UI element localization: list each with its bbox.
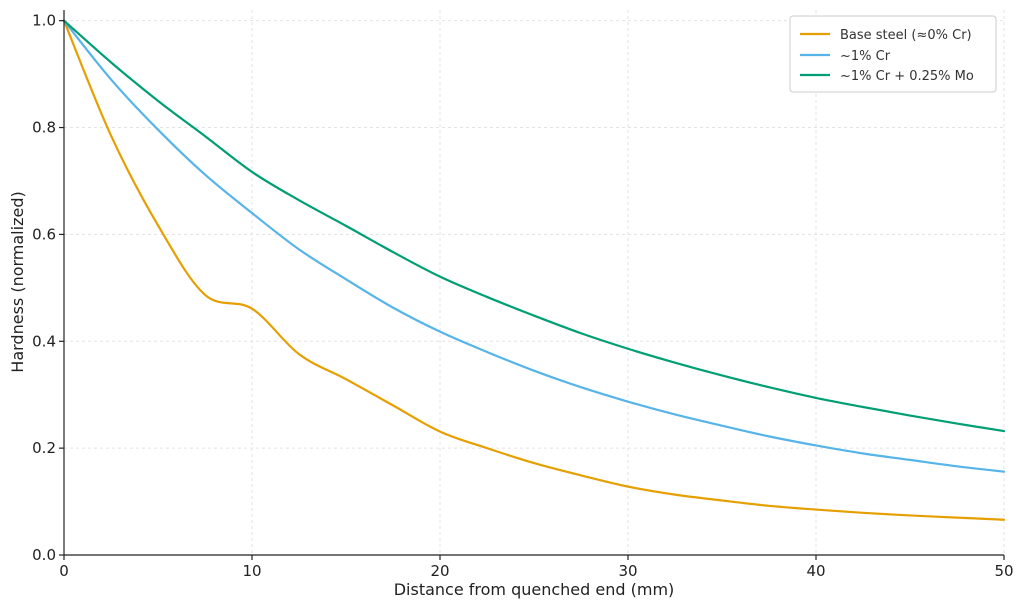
y-tick-label: 0.4 <box>32 332 56 350</box>
y-axis-label: Hardness (normalized) <box>8 191 27 372</box>
series-lines <box>62 19 1006 521</box>
x-tick-label: 30 <box>618 562 637 580</box>
legend-label-1pct-cr: ~1% Cr <box>840 49 891 64</box>
y-tick-label: 0.2 <box>32 439 56 457</box>
legend-box <box>789 15 997 93</box>
x-tick-label: 10 <box>242 562 261 580</box>
x-tick-label: 0 <box>59 562 69 580</box>
x-ticks: 0 10 20 30 40 50 <box>59 555 1014 580</box>
y-tick-label: 0.0 <box>32 546 56 564</box>
axes <box>63 10 1004 556</box>
series-line-base-steel <box>62 19 1006 521</box>
legend-label-base-steel: Base steel (≈0% Cr) <box>840 28 972 43</box>
x-axis-label: Distance from quenched end (mm) <box>394 580 675 599</box>
legend: Base steel (≈0% Cr) ~1% Cr ~1% Cr + 0.25… <box>789 15 997 93</box>
x-tick-label: 40 <box>806 562 825 580</box>
x-tick-label: 20 <box>430 562 449 580</box>
y-ticks: 0.0 0.2 0.4 0.6 0.8 1.0 <box>32 12 64 564</box>
y-tick-label: 1.0 <box>32 12 56 30</box>
y-tick-label: 0.6 <box>32 225 56 243</box>
series-line-1pct-cr-mo <box>62 19 1006 433</box>
series-line-1pct-cr <box>62 19 1006 473</box>
y-tick-label: 0.8 <box>32 119 56 137</box>
grid <box>64 10 1005 555</box>
legend-label-1pct-cr-mo: ~1% Cr + 0.25% Mo <box>840 69 974 84</box>
x-tick-label: 50 <box>994 562 1013 580</box>
